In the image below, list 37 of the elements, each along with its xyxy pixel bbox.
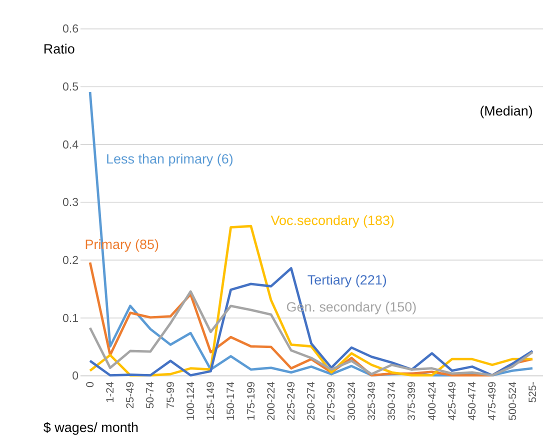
y-tick-label: 0 bbox=[72, 370, 79, 383]
x-axis-title: $ wages/ month bbox=[43, 420, 139, 436]
x-tick-label: 1-24 bbox=[104, 381, 117, 403]
x-tick-label: 425-449 bbox=[446, 381, 458, 420]
x-tick-label: 125-149 bbox=[205, 381, 218, 420]
x-tick-label: 25-49 bbox=[124, 381, 137, 409]
x-tick-label: 225-249 bbox=[286, 381, 298, 420]
y-tick-label: 0.6 bbox=[62, 24, 79, 36]
series-label: Tertiary (221) bbox=[307, 272, 387, 288]
x-tick-label: 450-474 bbox=[466, 381, 479, 420]
line-series bbox=[88, 290, 534, 376]
x-tick-label: 200-224 bbox=[265, 381, 278, 420]
x-tick-label: 275-299 bbox=[326, 381, 338, 420]
x-tick-label: 525- bbox=[526, 381, 539, 403]
y-tick-label: 0.4 bbox=[62, 139, 80, 152]
series-label: Voc.secondary (183) bbox=[270, 212, 394, 228]
x-tick-label: 500-524 bbox=[506, 381, 519, 420]
x-tick-label: 0 bbox=[84, 381, 96, 388]
y-tick-label: 0.5 bbox=[62, 82, 79, 94]
x-tick-label: 50-74 bbox=[144, 381, 157, 409]
x-tick-label: 100-124 bbox=[184, 381, 197, 420]
x-tick-label: 250-274 bbox=[306, 381, 318, 420]
x-tick-label: 400-424 bbox=[426, 381, 438, 420]
x-tick-label: 375-399 bbox=[406, 381, 418, 420]
x-tick-label: 350-374 bbox=[386, 381, 398, 420]
x-tick-label: 300-324 bbox=[346, 381, 358, 420]
annotation: (Median) bbox=[480, 103, 533, 118]
series-label: Less than primary (6) bbox=[106, 151, 234, 166]
x-tick-label: 75-99 bbox=[164, 381, 177, 409]
y-axis-title: Ratio bbox=[43, 41, 75, 56]
x-tick-label: 175-199 bbox=[245, 381, 258, 420]
y-tick-label: 0.2 bbox=[62, 254, 79, 267]
x-tick-label: 475-499 bbox=[486, 381, 499, 420]
x-tick-label: 325-349 bbox=[366, 381, 378, 420]
y-tick-label: 0.3 bbox=[62, 197, 79, 210]
x-tick-label: 150-174 bbox=[225, 381, 238, 420]
y-tick-label: 0.1 bbox=[62, 312, 79, 325]
